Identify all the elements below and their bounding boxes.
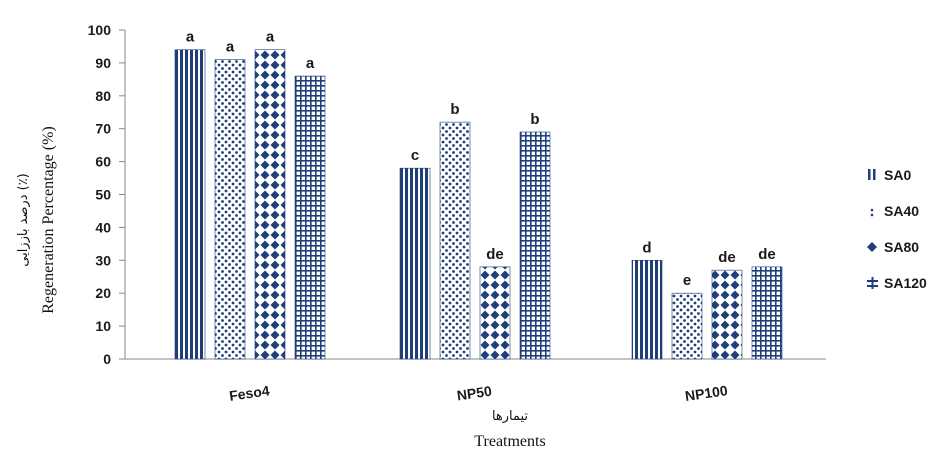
y-axis-title: Regeneration Percentage (%): [40, 126, 57, 313]
bar-sa120-np100: [751, 266, 783, 360]
legend-swatch-sa0: [873, 169, 876, 180]
significance-letter: de: [718, 249, 736, 266]
bar-sa40-feso4: [214, 59, 246, 360]
bar-sa120-feso4: [294, 75, 326, 360]
significance-letter: c: [411, 147, 419, 164]
bar-sa0-np50: [399, 167, 431, 360]
bar-sa80-np100: [711, 269, 743, 360]
significance-letter: de: [758, 246, 776, 263]
y-tick-label: 80: [95, 88, 111, 104]
significance-letter: d: [642, 239, 651, 256]
y-tick-label: 10: [95, 318, 111, 334]
x-axis-title-persian: تیمارها: [492, 409, 528, 424]
bar-sa120-np50: [519, 131, 551, 360]
legend-swatch-sa0: [868, 169, 871, 180]
legend-label-sa40: SA40: [884, 203, 919, 219]
legend-swatch-sa120: [871, 277, 874, 289]
significance-letter: a: [186, 29, 195, 46]
y-tick-label: 70: [95, 121, 111, 137]
y-tick-label: 50: [95, 187, 111, 203]
significance-letter: b: [530, 111, 539, 128]
y-tick-label: 100: [88, 22, 112, 38]
x-axis-title: Treatments: [474, 433, 545, 450]
significance-letter: a: [266, 29, 275, 46]
significance-letter: e: [683, 272, 691, 289]
legend-swatch-sa40: [870, 208, 874, 212]
y-tick-label: 90: [95, 55, 111, 71]
bar-sa40-np100: [671, 292, 703, 360]
bar-sa0-feso4: [174, 49, 206, 360]
bar-sa0-np100: [631, 259, 663, 360]
y-tick-label: 0: [103, 351, 111, 367]
significance-letter: b: [450, 101, 459, 118]
y-tick-label: 30: [95, 252, 111, 268]
x-category-label: Feso4: [228, 382, 271, 404]
legend-label-sa0: SA0: [884, 167, 911, 183]
significance-letter: a: [306, 55, 315, 72]
significance-letter: a: [226, 39, 235, 56]
legend-swatch-sa40: [870, 213, 874, 217]
legend-swatch-sa80: [867, 242, 877, 252]
x-category-label: NP100: [684, 382, 729, 404]
significance-letter: de: [486, 246, 504, 263]
y-axis-title-persian: درصد باززایی (٪): [16, 173, 31, 267]
bar-sa80-feso4: [254, 49, 286, 360]
y-tick-label: 40: [95, 219, 111, 235]
bar-sa40-np50: [439, 121, 471, 360]
legend-label-sa120: SA120: [884, 275, 927, 291]
y-tick-label: 60: [95, 154, 111, 170]
x-category-label: NP50: [456, 383, 493, 404]
y-tick-label: 20: [95, 285, 111, 301]
bar-sa80-np50: [479, 266, 511, 360]
legend-label-sa80: SA80: [884, 239, 919, 255]
